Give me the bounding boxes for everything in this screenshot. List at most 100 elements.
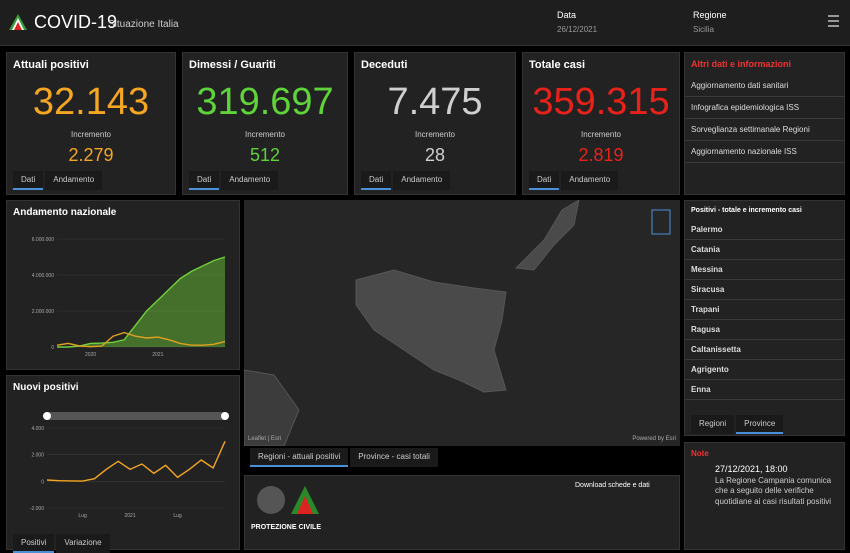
province[interactable]: Trapani [685, 300, 844, 320]
new-chart: -2.000 0 2.000 4.000 Lug 2021 Lug [30, 412, 229, 519]
tabs: Dati Andamento [529, 171, 619, 190]
links-panel: Altri dati e informazioni Aggiornamento … [684, 52, 845, 195]
kpi-card: Dimessi / Guariti 319.697 Incremento 512 Dat… [182, 52, 348, 195]
kpi-title: Deceduti [361, 59, 408, 71]
province[interactable]: Enna [685, 380, 844, 400]
kpi-card: Totale casi 359.315 Incremento 2.819 Dati And… [522, 52, 680, 195]
kpi-card: Attuali positivi 32.143 Incremento 2.279 Dat… [6, 52, 176, 195]
province[interactable]: Catania [685, 240, 844, 260]
map[interactable]: Leaflet | Esri Powered by Esri [243, 199, 680, 447]
line [46, 441, 226, 482]
tab[interactable]: Andamento [221, 171, 279, 190]
y-tick-label: 4.000 [31, 426, 44, 432]
provinces-list: Palermo Catania Messina Siracusa Trapani Ragu… [685, 220, 844, 400]
increment-value: 2.279 [68, 145, 114, 165]
link[interactable]: Sorveglianza settimanale Regioni [685, 119, 844, 141]
tabs: Dati Andamento [361, 171, 451, 190]
date-label: Data [557, 10, 577, 20]
region-select[interactable]: Sicilia [693, 25, 714, 34]
attribution: Leaflet | Esri [248, 436, 282, 442]
tab[interactable]: Positivi [13, 534, 55, 553]
increment-label: Incremento [580, 130, 622, 139]
note-panel: Note 27/12/2021, 18:00 La Regione Campan… [684, 442, 845, 550]
x-tick-label: Lug [173, 513, 182, 519]
tab[interactable]: Province - casi totali [350, 448, 438, 467]
national-chart: 0 2.000.000 4.000.000 6.000.000 2020 2021 [32, 237, 226, 358]
tab[interactable]: Dati [361, 171, 392, 190]
header: COVID-19 Situazione Italia Data 26/12/20… [0, 0, 850, 46]
footer-logos [257, 486, 319, 514]
links-title: Altri dati e informazioni [691, 59, 792, 69]
national-panel: Andamento nazionale 0 2.000.000 4.000.000 6… [6, 200, 240, 370]
logo [9, 14, 27, 30]
chart-title: Nuovi positivi [13, 382, 79, 393]
y-tick-label: 4.000.000 [32, 273, 54, 279]
tab[interactable]: Dati [13, 171, 44, 190]
map-shapes [243, 199, 671, 447]
tab[interactable]: Province [736, 415, 784, 434]
tab[interactable]: Dati [189, 171, 220, 190]
note-title: Note [691, 449, 709, 458]
org: PROTEZIONE CIVILE [251, 524, 322, 531]
x-tick-label: 2021 [125, 513, 136, 519]
x-tick-label: Lug [78, 513, 87, 519]
slider-handle [43, 412, 51, 420]
subtitle: Situazione Italia [108, 19, 179, 30]
chart-title: Andamento nazionale [13, 207, 117, 218]
tab[interactable]: Andamento [561, 171, 619, 190]
province[interactable]: Siracusa [685, 280, 844, 300]
increment-label: Incremento [244, 130, 286, 139]
increment-value: 28 [424, 145, 446, 165]
slider-handle [221, 412, 229, 420]
tab[interactable]: Regioni - attuali positivi [250, 448, 349, 467]
menu[interactable] [828, 15, 839, 27]
kpi-value: 32.143 [32, 81, 150, 123]
province[interactable]: Palermo [685, 220, 844, 240]
map-tabs: Regioni - attuali positivi Province - cas… [250, 448, 438, 467]
x-tick-label: 2020 [85, 352, 96, 358]
y-tick-label: 0 [41, 479, 44, 485]
kpi-title: Dimessi / Guariti [189, 59, 276, 71]
attribution: Powered by Esri [632, 436, 676, 442]
kpi-card: Deceduti 7.475 Incremento 28 Dati Andamento [354, 52, 516, 195]
tabs: Positivi Variazione [13, 534, 110, 553]
y-tick-label: 0 [51, 345, 54, 351]
date: 26/12/2021 [557, 25, 598, 34]
kpi-value: 319.697 [196, 81, 334, 123]
province[interactable]: Ragusa [685, 320, 844, 340]
title: COVID-19 [34, 12, 118, 32]
province[interactable]: Agrigento [685, 360, 844, 380]
kpi-value: 359.315 [532, 81, 670, 123]
area [57, 257, 225, 347]
increment-value: 2.819 [578, 145, 624, 165]
new-panel: Nuovi positivi -2.000 0 2.000 4.000 Lug 2021 L… [6, 375, 240, 553]
tabs: Dati Andamento [189, 171, 279, 190]
region-label: Regione [693, 10, 727, 20]
note-text: La Regione Campania comunica che a segui… [715, 476, 832, 506]
note-date: 27/12/2021, 18:00 [715, 464, 788, 474]
y-tick-label: 6.000.000 [32, 237, 54, 243]
increment-label: Incremento [70, 130, 112, 139]
increment-label: Incremento [414, 130, 456, 139]
tab[interactable]: Variazione [56, 534, 110, 553]
tab[interactable]: Regioni [691, 415, 735, 434]
province[interactable]: Messina [685, 260, 844, 280]
tab[interactable]: Andamento [45, 171, 103, 190]
province[interactable]: Caltanissetta [685, 340, 844, 360]
tabs: Dati Andamento [13, 171, 103, 190]
x-tick-label: 2021 [152, 352, 163, 358]
link[interactable]: Aggiornamento dati sanitari [685, 75, 844, 97]
link[interactable]: Aggiornamento nazionale ISS [685, 141, 844, 163]
y-tick-label: -2.000 [30, 506, 44, 512]
y-tick-label: 2.000.000 [32, 309, 54, 315]
kpi-title: Attuali positivi [13, 59, 89, 71]
y-tick-label: 2.000 [31, 453, 44, 459]
link[interactable]: Infografica epidemiologica ISS [685, 97, 844, 119]
tab[interactable]: Dati [529, 171, 560, 190]
downloads: Download schede e dati [575, 482, 650, 489]
increment-value: 512 [249, 145, 281, 165]
line [57, 256, 226, 348]
kpi-title: Totale casi [529, 59, 586, 71]
tab[interactable]: Andamento [393, 171, 451, 190]
